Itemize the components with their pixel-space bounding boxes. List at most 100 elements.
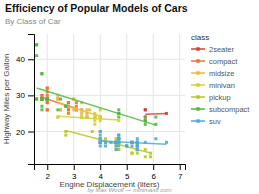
subtitle: By Class of Car — [5, 17, 61, 26]
series — [144, 108, 168, 122]
point — [117, 108, 120, 111]
legend-swatch-line — [191, 60, 205, 62]
point — [67, 101, 70, 104]
point — [59, 108, 62, 111]
point — [115, 144, 118, 147]
point — [136, 148, 139, 151]
point — [67, 101, 70, 104]
x-tick-mark — [47, 164, 48, 170]
point — [40, 98, 43, 101]
x-tick: 4 — [99, 164, 104, 181]
y-tick-mark — [28, 132, 34, 133]
y-tick-mark — [28, 95, 34, 96]
point — [117, 134, 120, 137]
point — [99, 137, 102, 140]
legend-swatch-marker — [196, 95, 199, 98]
point — [136, 144, 139, 147]
point — [40, 98, 43, 101]
x-tick-mark — [127, 164, 128, 170]
point — [85, 108, 88, 111]
x-axis-line — [35, 165, 186, 171]
point — [67, 108, 70, 111]
point — [46, 108, 49, 111]
marks — [35, 43, 168, 158]
point — [93, 123, 96, 126]
point — [115, 148, 118, 151]
point — [46, 87, 49, 90]
point — [40, 72, 43, 75]
y-tick-label: 20 — [16, 128, 25, 137]
point — [40, 94, 43, 97]
point — [40, 98, 43, 101]
legend-swatch-line — [191, 48, 205, 50]
point — [117, 148, 120, 151]
grid-line-y — [34, 131, 185, 132]
point — [144, 123, 147, 126]
x-tick-label: 7 — [178, 172, 183, 181]
legend-label: suv — [209, 117, 221, 126]
legend-entry: compact — [191, 57, 238, 66]
point — [67, 108, 70, 111]
point — [99, 144, 102, 147]
grid-line-x — [179, 34, 180, 164]
point — [115, 148, 118, 151]
series — [99, 130, 168, 151]
point — [144, 108, 147, 111]
legend-swatch-line — [191, 84, 205, 86]
legend-swatch-line — [191, 108, 205, 110]
point — [93, 119, 96, 122]
legend-swatch-marker — [196, 59, 199, 62]
y-axis-line — [28, 35, 35, 165]
point — [154, 116, 157, 119]
point — [40, 98, 43, 101]
point — [46, 98, 49, 101]
x-axis: 234567 — [35, 164, 186, 181]
point — [104, 144, 107, 147]
point — [56, 108, 59, 111]
legend-title: class — [191, 33, 209, 42]
point — [56, 98, 59, 101]
point — [40, 98, 43, 101]
point — [46, 98, 49, 101]
point — [125, 144, 128, 147]
point — [46, 94, 49, 97]
legend-label: 2seater — [209, 45, 235, 54]
point — [136, 137, 139, 140]
point — [46, 98, 49, 101]
y-tick: 30 — [16, 91, 34, 100]
point — [40, 94, 43, 97]
point — [104, 137, 107, 140]
point — [40, 105, 43, 108]
point — [117, 137, 120, 140]
y-tick-label: 30 — [16, 91, 25, 100]
point — [136, 144, 139, 147]
point — [59, 98, 62, 101]
grid-line-x — [100, 34, 101, 164]
point — [99, 130, 102, 133]
point — [93, 112, 96, 115]
point — [117, 144, 120, 147]
point — [131, 152, 134, 155]
title: Efficiency of Popular Models of Cars — [5, 2, 188, 14]
point — [136, 152, 139, 155]
point — [40, 98, 43, 101]
point — [64, 105, 67, 108]
point — [88, 108, 91, 111]
legend-entry: subcompact — [191, 105, 250, 114]
point — [149, 155, 152, 158]
point — [136, 148, 139, 151]
x-tick-mark — [74, 164, 75, 170]
point — [40, 108, 43, 111]
x-tick-mark — [180, 164, 181, 170]
y-tick-label: 40 — [16, 55, 25, 64]
point — [46, 98, 49, 101]
point — [144, 108, 147, 111]
point — [117, 148, 120, 151]
point — [125, 144, 128, 147]
point — [46, 98, 49, 101]
point — [64, 134, 67, 137]
grid-line-x — [126, 34, 127, 164]
point — [91, 130, 94, 133]
legend-label: midsize — [209, 69, 234, 78]
trend-line — [145, 113, 166, 115]
